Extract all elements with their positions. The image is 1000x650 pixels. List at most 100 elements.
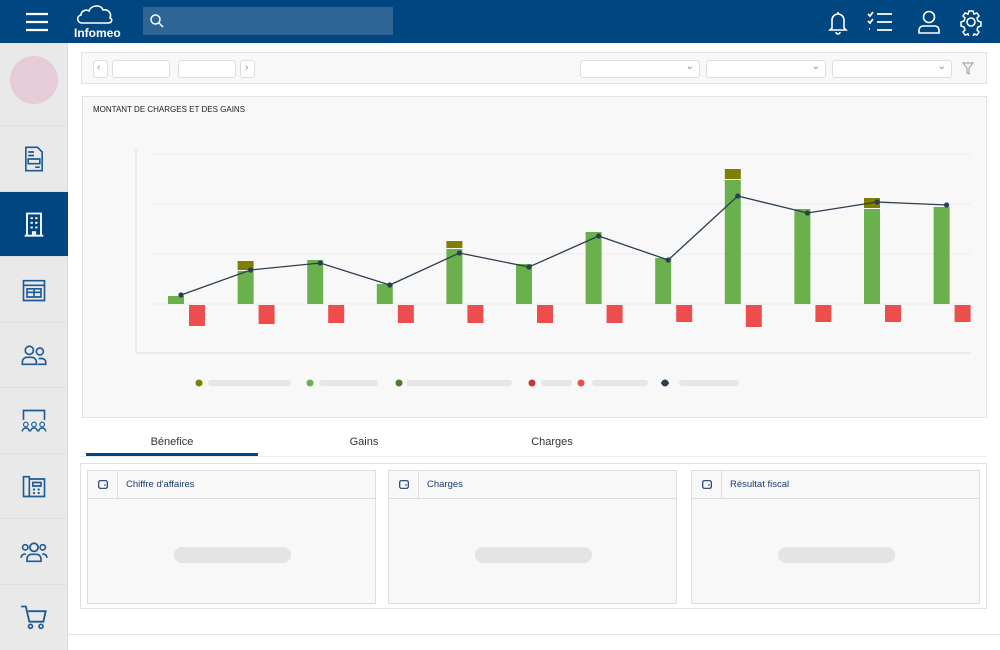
- sidebar-item-calendar[interactable]: [0, 256, 68, 322]
- gain-extra-bar: [446, 241, 463, 248]
- card-chiffre-affaires: Chiffre d'affaires: [87, 470, 376, 604]
- card-title: Chiffre d'affaires: [126, 479, 195, 490]
- legend-label-placeholder: [319, 380, 378, 386]
- gain-extra-bar: [237, 261, 254, 270]
- wallet-icon: [701, 480, 712, 489]
- gain-bar: [237, 271, 254, 304]
- filter-select-3[interactable]: ⌄: [832, 60, 952, 78]
- sidebar-item-phone[interactable]: [0, 452, 68, 519]
- gain-bar: [655, 258, 672, 304]
- gain-bar: [168, 296, 184, 304]
- menu-icon[interactable]: [23, 8, 51, 36]
- wallet-icon: [97, 480, 108, 489]
- chevron-down-icon: ⌄: [937, 61, 946, 72]
- line-point: [735, 193, 741, 199]
- filter-bar: ‹ › ⌄ ⌄ ⌄: [81, 52, 987, 84]
- charge-bar: [954, 305, 971, 322]
- checklist-icon[interactable]: [866, 8, 894, 36]
- charge-bar: [467, 305, 484, 323]
- chevron-down-icon: ⌄: [811, 61, 820, 72]
- charge-bar: [606, 305, 623, 323]
- search-icon: [150, 14, 164, 28]
- card-title: Charges: [427, 479, 463, 490]
- sidebar-item-document[interactable]: [0, 125, 68, 191]
- line-point: [874, 199, 880, 205]
- line-point: [804, 210, 811, 216]
- gain-bar: [376, 284, 393, 304]
- sidebar-item-cart[interactable]: [0, 583, 68, 650]
- chevron-left-icon: ‹: [97, 62, 101, 73]
- charge-bar: [885, 305, 901, 322]
- legend-marker: [395, 379, 403, 387]
- line-series: [180, 195, 947, 296]
- line-point: [456, 250, 462, 256]
- filter-select-2[interactable]: ⌄: [706, 60, 826, 78]
- start-date-input[interactable]: [112, 60, 170, 78]
- charge-bar: [328, 305, 345, 323]
- gain-extra-bar: [724, 169, 741, 179]
- charge-bar: [537, 305, 553, 323]
- line-point: [944, 202, 950, 208]
- sidebar: [0, 43, 68, 650]
- phone-icon: [22, 475, 46, 498]
- legend-label-placeholder: [541, 380, 572, 386]
- line-point: [665, 257, 671, 263]
- gain-bar: [307, 260, 324, 304]
- user-icon[interactable]: [915, 8, 943, 36]
- line-point: [526, 264, 532, 270]
- charge-bar: [258, 305, 275, 324]
- filter-icon[interactable]: [962, 62, 974, 75]
- brand-name[interactable]: Infomeo: [74, 26, 121, 40]
- cart-icon: [21, 605, 47, 630]
- search-input[interactable]: [143, 7, 393, 35]
- sidebar-item-building[interactable]: [0, 190, 68, 257]
- tab-benefice[interactable]: Bénefice: [86, 430, 258, 456]
- card-charges: Charges: [388, 470, 677, 604]
- prev-button[interactable]: ‹: [93, 60, 108, 78]
- gain-bar: [585, 232, 602, 304]
- gain-bar: [864, 209, 880, 304]
- chevron-down-icon: ⌄: [685, 61, 694, 72]
- bell-icon[interactable]: [824, 8, 852, 36]
- cards-container: Chiffre d'affaires Charges Résultat fisc…: [80, 463, 987, 609]
- line-point: [248, 267, 254, 273]
- card-title: Résultat fiscal: [730, 479, 790, 490]
- chart-title: MONTANT DE CHARGES ET DES GAINS: [93, 105, 246, 114]
- legend-marker: [661, 379, 669, 387]
- sidebar-item-team[interactable]: [0, 518, 68, 584]
- legend-marker: [528, 379, 536, 387]
- building-icon: [24, 212, 44, 237]
- gain-bar: [724, 180, 741, 304]
- legend-marker: [306, 379, 314, 387]
- charge-bar: [745, 305, 762, 327]
- end-date-input[interactable]: [178, 60, 236, 78]
- next-button[interactable]: ›: [240, 60, 255, 78]
- filter-select-1[interactable]: ⌄: [580, 60, 700, 78]
- tab-gains[interactable]: Gains: [349, 436, 379, 448]
- line-point: [178, 292, 184, 298]
- wallet-icon: [398, 480, 409, 489]
- team-icon: [20, 541, 48, 562]
- line-point: [596, 233, 602, 239]
- gain-bar: [794, 209, 811, 304]
- chevron-right-icon: ›: [245, 62, 249, 73]
- charge-bar: [815, 305, 832, 322]
- footer-divider: [68, 634, 1000, 635]
- tab-bar: Bénefice Gains Charges: [80, 430, 987, 457]
- gain-bar: [933, 207, 950, 304]
- meeting-icon: [21, 409, 47, 432]
- top-bar: Infomeo: [0, 0, 1000, 43]
- gear-icon[interactable]: [957, 8, 985, 36]
- cloud-logo-icon: [76, 5, 113, 24]
- legend-label-placeholder: [679, 380, 739, 386]
- charge-bar: [189, 305, 205, 326]
- legend-label-placeholder: [406, 380, 512, 386]
- users-icon: [21, 345, 47, 366]
- sidebar-item-users[interactable]: [0, 321, 68, 388]
- legend-marker: [195, 379, 203, 387]
- gain-bar: [446, 249, 463, 304]
- line-point: [387, 282, 393, 288]
- sidebar-item-meeting[interactable]: [0, 387, 68, 453]
- avatar[interactable]: [10, 56, 58, 104]
- tab-charges[interactable]: Charges: [531, 436, 573, 448]
